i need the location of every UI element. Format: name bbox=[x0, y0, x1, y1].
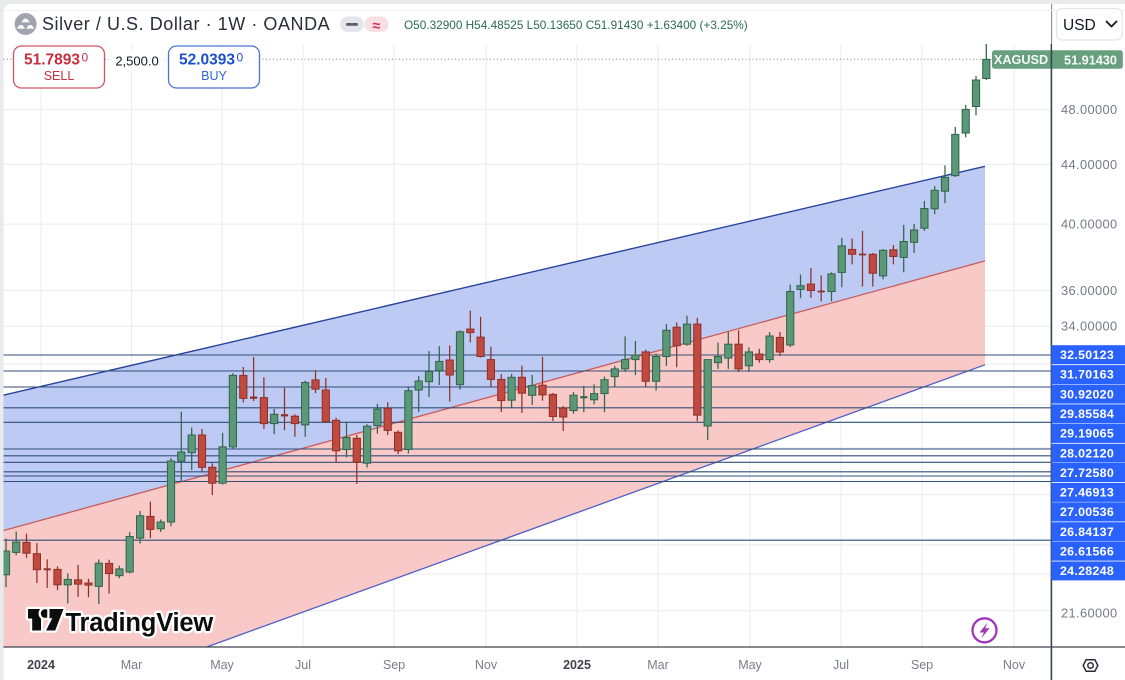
svg-text:29.85584: 29.85584 bbox=[1060, 407, 1114, 421]
svg-text:31.70163: 31.70163 bbox=[1060, 368, 1114, 382]
svg-text:51.7893: 51.7893 bbox=[24, 52, 80, 69]
svg-text:24.28248: 24.28248 bbox=[1060, 564, 1114, 578]
svg-text:May: May bbox=[738, 658, 762, 672]
svg-text:44.00000: 44.00000 bbox=[1061, 157, 1118, 172]
svg-text:51.91430: 51.91430 bbox=[1064, 53, 1117, 67]
svg-text:Mar: Mar bbox=[647, 658, 669, 672]
svg-text:2025: 2025 bbox=[563, 658, 591, 672]
svg-text:2024: 2024 bbox=[27, 658, 55, 672]
svg-text:48.00000: 48.00000 bbox=[1061, 102, 1118, 117]
svg-text:≈: ≈ bbox=[373, 19, 381, 35]
svg-text:27.72580: 27.72580 bbox=[1060, 466, 1114, 480]
svg-text:27.46913: 27.46913 bbox=[1060, 486, 1114, 500]
svg-text:28.02120: 28.02120 bbox=[1060, 446, 1114, 460]
svg-text:Sep: Sep bbox=[383, 658, 405, 672]
svg-text:52.0393: 52.0393 bbox=[179, 52, 235, 69]
svg-text:34.00000: 34.00000 bbox=[1061, 319, 1118, 334]
svg-text:May: May bbox=[210, 658, 234, 672]
svg-text:TradingView: TradingView bbox=[66, 609, 214, 637]
svg-text:Jul: Jul bbox=[833, 658, 849, 672]
svg-text:XAGUSD: XAGUSD bbox=[994, 53, 1048, 67]
svg-text:40.00000: 40.00000 bbox=[1061, 217, 1118, 232]
svg-text:0: 0 bbox=[237, 51, 244, 65]
svg-text:Nov: Nov bbox=[1003, 658, 1026, 672]
svg-text:26.61566: 26.61566 bbox=[1060, 545, 1114, 559]
svg-text:Jul: Jul bbox=[295, 658, 311, 672]
svg-text:Silver / U.S. Dollar · 1W · OA: Silver / U.S. Dollar · 1W · OANDA bbox=[42, 14, 330, 34]
svg-text:21.60000: 21.60000 bbox=[1061, 606, 1118, 621]
svg-text:USD: USD bbox=[1063, 17, 1096, 34]
svg-text:Mar: Mar bbox=[121, 658, 143, 672]
svg-text:BUY: BUY bbox=[201, 69, 227, 83]
svg-text:29.19065: 29.19065 bbox=[1060, 427, 1114, 441]
svg-text:SELL: SELL bbox=[44, 69, 75, 83]
svg-text:36.00000: 36.00000 bbox=[1061, 283, 1118, 298]
svg-text:Nov: Nov bbox=[475, 658, 498, 672]
svg-text:Sep: Sep bbox=[911, 658, 933, 672]
svg-text:30.92020: 30.92020 bbox=[1060, 387, 1114, 401]
svg-text:27.00536: 27.00536 bbox=[1060, 505, 1114, 519]
svg-text:32.50123: 32.50123 bbox=[1060, 348, 1114, 362]
svg-text:26.84137: 26.84137 bbox=[1060, 525, 1114, 539]
svg-text:O50.32900 H54.48525 L50.13650: O50.32900 H54.48525 L50.13650 C51.91430 … bbox=[404, 18, 748, 32]
svg-text:0: 0 bbox=[82, 51, 89, 65]
svg-text:2,500.0: 2,500.0 bbox=[115, 54, 158, 69]
